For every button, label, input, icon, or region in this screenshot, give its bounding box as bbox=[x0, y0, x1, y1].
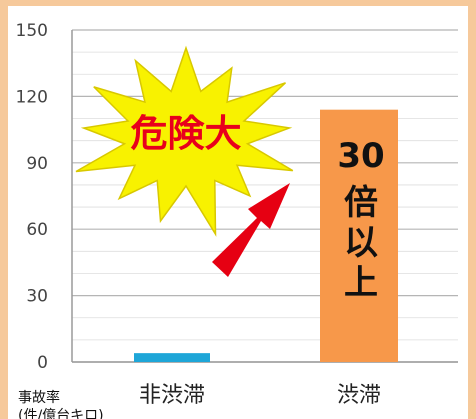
y-tick-label: 30 bbox=[26, 287, 48, 307]
bar-annotation-label: 30 倍以上 bbox=[337, 136, 384, 303]
y-tick-label: 150 bbox=[16, 21, 48, 41]
y-tick-label: 120 bbox=[16, 87, 48, 107]
y-tick-labels: 0 30 60 90 120 150 bbox=[16, 21, 48, 373]
bar-annotation-line: 上 bbox=[344, 263, 378, 303]
category-labels: 非渋滞 渋滞 bbox=[139, 383, 381, 408]
category-label: 非渋滞 bbox=[139, 383, 205, 408]
y-axis-unit: (件/億台キロ) bbox=[18, 408, 104, 419]
category-label: 渋滞 bbox=[337, 383, 381, 408]
y-tick-label: 90 bbox=[26, 154, 48, 174]
danger-burst-label: 危険大 bbox=[131, 112, 242, 155]
grid-lines bbox=[71, 29, 458, 363]
bar-annotation-line: 30 bbox=[337, 136, 384, 176]
y-axis-label: 事故率 bbox=[18, 389, 60, 406]
red-arrow-icon bbox=[212, 183, 290, 277]
bar bbox=[134, 353, 210, 362]
y-tick-label: 0 bbox=[37, 353, 48, 373]
bar-annotation-line: 以 bbox=[344, 223, 378, 263]
bars bbox=[134, 109, 398, 363]
bar-annotation-line: 倍 bbox=[344, 183, 378, 223]
y-tick-label: 60 bbox=[26, 220, 48, 240]
danger-burst: 危険大 bbox=[75, 45, 294, 237]
bar bbox=[320, 109, 398, 363]
